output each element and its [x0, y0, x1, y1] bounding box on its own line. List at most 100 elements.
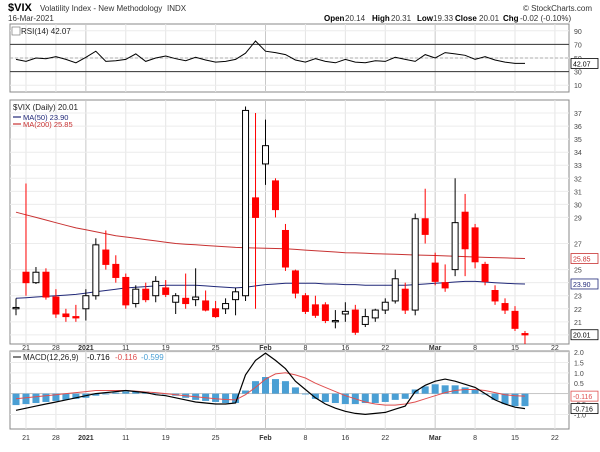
macd-hist-bar [441, 385, 449, 394]
x-tick-label-price: 2021 [78, 345, 94, 352]
candle-body [172, 295, 180, 303]
candle-body [92, 244, 100, 297]
macd-hist-bar [401, 393, 409, 399]
price-tick-label: 30 [574, 202, 582, 209]
candle [142, 282, 150, 303]
candle [212, 300, 220, 318]
close-value: 20.01 [479, 14, 500, 23]
x-tick-label-price: 15 [511, 345, 519, 352]
candle-body [411, 218, 419, 311]
candle-body [32, 271, 40, 284]
macd-hist-bar [232, 393, 240, 403]
candle [62, 308, 70, 322]
macd-tick-label: 0.5 [574, 381, 584, 388]
x-tick-label-price: 16 [341, 345, 349, 352]
x-tick-label-macd: 8 [473, 435, 477, 442]
macd-hist-bar [341, 393, 349, 405]
low-value: 19.33 [433, 14, 454, 23]
x-tick-label-macd: Feb [259, 435, 271, 442]
macd-tick-label: 2.0 [574, 350, 584, 357]
macd-hist-bar [461, 387, 469, 394]
ma200-value-box [570, 253, 599, 264]
macd-hist-bar [42, 393, 50, 402]
candle [32, 267, 40, 284]
x-tick-label-price: 11 [122, 345, 129, 352]
macd-hist-bar [311, 393, 319, 399]
candle-body [112, 263, 120, 278]
ma200-legend: MA(200) 25.85 [23, 120, 73, 129]
candle-body [511, 310, 519, 329]
macd-hist-bar [102, 393, 110, 395]
macd-hist-bar [421, 386, 429, 394]
candle [92, 238, 100, 300]
x-tick-label-macd: 25 [212, 435, 220, 442]
candle [461, 193, 469, 277]
candle [491, 285, 499, 305]
macd-hist-bar [202, 393, 210, 401]
rsi-panel: 103050709042.07 [10, 29, 599, 90]
x-tick-label-macd: 21 [22, 435, 30, 442]
rsi-tick-label: 30 [574, 70, 582, 77]
price-tick-label: 34 [574, 150, 582, 157]
price-last-value-box [570, 329, 599, 341]
rsi-tick-label: 10 [574, 83, 582, 90]
macd-value: -0.716 [573, 407, 593, 414]
candle-body [401, 288, 409, 311]
candle [281, 223, 289, 271]
candle-body [321, 304, 329, 322]
macd-hist-bar [32, 393, 40, 403]
candle [351, 304, 359, 335]
price-tick-label: 25 [574, 268, 582, 275]
candle-body [361, 316, 369, 325]
date-label: 16-Mar-2021 [8, 14, 54, 23]
price-tick-label: 36 [574, 124, 582, 131]
chg-value: -0.02 (-0.10%) [520, 14, 571, 23]
candle-body [371, 309, 379, 319]
macd-hist-bar [391, 393, 399, 400]
watermark: © StockCharts.com [523, 4, 592, 13]
candle-body [291, 270, 299, 294]
x-tick-label-macd: 28 [52, 435, 60, 442]
close-label: Close [455, 14, 477, 23]
macd-panel: 2.01.51.00.50.0-0.5-1.0-0.116-0.716 [10, 350, 599, 419]
candle-body [521, 333, 529, 336]
candle-body [62, 313, 70, 318]
macd-hist-bar [511, 393, 519, 407]
candle-body [391, 278, 399, 302]
x-tick-label-macd: 22 [381, 435, 389, 442]
x-tick-label-price: 28 [52, 345, 60, 352]
x-tick-label-macd: 11 [122, 435, 129, 442]
macd-hist-bar [122, 391, 130, 394]
rsi-line [15, 40, 525, 64]
macd-legend-hist: -0.599 [141, 353, 164, 362]
candle-body [351, 309, 359, 333]
candle-body [491, 290, 499, 302]
candle [321, 302, 329, 324]
x-tick-label-price: Mar [429, 345, 442, 352]
rsi-last-value: 42.07 [573, 61, 591, 68]
macd-hist-bar [112, 392, 120, 394]
macd-hist-bar [222, 393, 230, 403]
macd-line [15, 352, 526, 416]
candle [102, 230, 110, 270]
price-tick-label: 32 [574, 176, 582, 183]
macd-hist-bar [501, 393, 509, 405]
candle [172, 293, 180, 314]
candle-body [132, 288, 140, 305]
macd-hist-bar [471, 389, 479, 394]
x-tick-label-price: Feb [259, 345, 271, 352]
candle-body [501, 303, 509, 311]
candle-body [311, 304, 319, 316]
candle [222, 298, 230, 314]
candle-body [52, 296, 60, 315]
macd-hist-bar [451, 385, 459, 394]
candle [381, 298, 389, 314]
candle-body [12, 306, 20, 310]
open-value: 20.14 [345, 14, 366, 23]
x-tick-label-macd: 22 [551, 435, 559, 442]
price-panel: 2021222324252729303132333435363725.8523.… [10, 106, 599, 344]
macd-hist-bar [262, 377, 269, 394]
macd-hist-bar [212, 393, 220, 402]
price-tick-label: 21 [574, 320, 582, 327]
macd-hist-bar [62, 393, 70, 400]
